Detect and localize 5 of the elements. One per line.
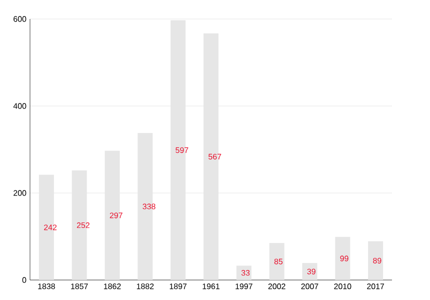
- bar: [368, 241, 384, 280]
- bar: [269, 243, 284, 280]
- bar: [302, 263, 318, 280]
- bar: [335, 236, 350, 280]
- bar: [236, 266, 252, 280]
